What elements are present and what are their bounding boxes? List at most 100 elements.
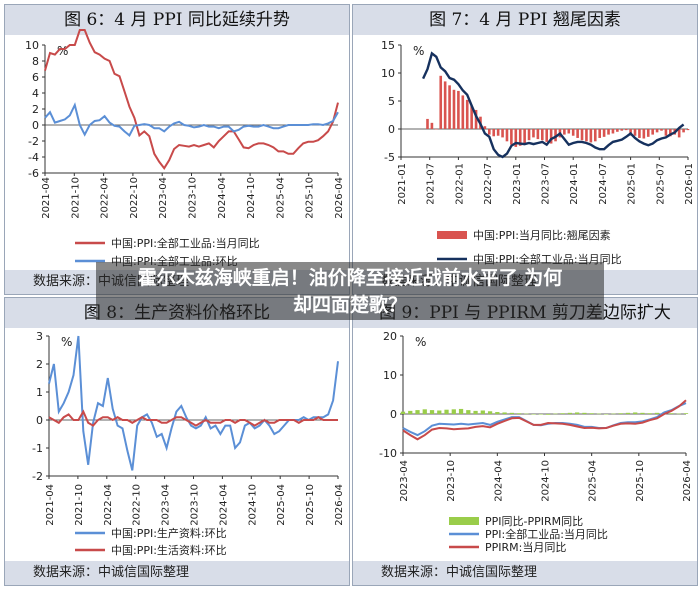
x-tick-label: 2026-04 <box>334 484 345 526</box>
legend-swatch <box>449 517 479 525</box>
bar <box>487 411 493 414</box>
bar <box>633 129 637 136</box>
x-tick-label: 2022-07 <box>483 163 494 205</box>
bar <box>585 129 588 142</box>
bar <box>470 105 473 129</box>
bar <box>546 414 551 415</box>
bar <box>567 412 573 414</box>
bar <box>567 129 571 134</box>
bar <box>518 129 522 146</box>
bar <box>435 129 438 130</box>
bar <box>437 410 442 414</box>
bar <box>575 412 580 414</box>
chart-source: 数据来源：中诚信国际整理 <box>5 561 349 585</box>
bar <box>549 129 553 144</box>
chart-title: 图 7：4 月 PPI 翘尾因素 <box>353 5 697 35</box>
x-tick-label: 2022-04 <box>100 177 111 219</box>
bar <box>422 409 427 414</box>
bar <box>496 129 500 136</box>
x-tick-label: 2023-04 <box>158 177 169 219</box>
bar <box>501 129 504 138</box>
x-tick-label: 2024-10 <box>247 484 258 526</box>
bar <box>408 410 413 414</box>
bar <box>538 414 543 415</box>
bar <box>580 129 584 141</box>
legend-label: PPI:全部工业品:当月同比 <box>485 527 608 541</box>
y-tick-label: 3 <box>36 330 43 343</box>
series-line <box>48 409 338 427</box>
bar <box>492 129 496 137</box>
bar <box>624 129 628 131</box>
x-tick-label: 2022-10 <box>132 484 143 526</box>
bar <box>527 129 531 141</box>
bar <box>640 412 645 414</box>
unit-label: % <box>61 335 72 349</box>
x-tick-label: 2023-10 <box>446 460 457 502</box>
legend-label: PPIRM:当月同比 <box>485 540 566 554</box>
bar <box>531 414 536 415</box>
bar <box>473 410 478 414</box>
unit-label: % <box>413 44 424 58</box>
legend-label: 中国:PPI:全部工业品:当月同比 <box>111 236 260 250</box>
y-tick-label: 0 <box>32 119 39 132</box>
bar <box>625 412 631 414</box>
legend-swatch <box>437 231 467 239</box>
legend-label: 中国:PPI:当月同比:翘尾因素 <box>473 228 611 242</box>
x-tick-label: 2025-04 <box>276 484 287 526</box>
bar <box>669 413 674 414</box>
x-tick-label: 2021-04 <box>41 177 52 219</box>
y-tick-label: 10 <box>25 39 39 52</box>
x-tick-label: 2022-01 <box>454 163 465 205</box>
bar <box>545 129 549 142</box>
x-tick-label: 2021-10 <box>70 177 81 219</box>
x-tick-label: 2024-04 <box>218 484 229 526</box>
bar <box>458 408 464 414</box>
series-line <box>402 399 687 441</box>
series-line <box>44 102 339 137</box>
y-tick-label: 1 <box>36 386 43 399</box>
bar <box>576 129 579 138</box>
bar <box>448 85 451 129</box>
y-tick-label: 0 <box>390 408 397 421</box>
x-tick-label: 2025-04 <box>275 177 286 219</box>
chart-panel-ppi-carryover: 图 7：4 月 PPI 翘尾因素 -5 0 5 10 15% 2021-01 2021-07… <box>352 4 698 295</box>
x-tick-label: 2023-10 <box>190 484 201 526</box>
y-tick-label: 0 <box>388 123 395 136</box>
bar <box>516 413 522 414</box>
y-tick-label: 8 <box>32 55 39 68</box>
x-tick-label: 2025-10 <box>305 484 316 526</box>
y-tick-label: -5 <box>384 151 395 164</box>
bar <box>443 81 447 129</box>
bar <box>430 122 434 129</box>
series-line <box>44 29 339 170</box>
chart-panel-ppi-yoy: 图 6：4 月 PPI 同比延续升势 -6 -4 -2 0 2 4 6 8 10% 2021-04… <box>4 4 350 295</box>
headline-overlay[interactable]: 霍尔木兹海峡重启！油价降至接近战前水平了 为何 却四面楚歌？ <box>96 262 604 320</box>
bar <box>514 129 518 147</box>
bar <box>593 129 597 142</box>
chart-ppi-carryover: -5 0 5 10 15 % 2021-01 2021-07 2022-01 2022-07 202… <box>381 39 695 266</box>
x-tick-label: 2025-10 <box>305 177 316 219</box>
bar <box>582 412 587 414</box>
bar <box>510 129 513 145</box>
y-tick-label: 10 <box>383 369 397 382</box>
bar <box>683 413 689 414</box>
chart-title: 图 6：4 月 PPI 同比延续升势 <box>5 5 349 35</box>
legend-label: 中国:PPI:生活资料:环比 <box>111 543 227 557</box>
x-tick-label: 2021-07 <box>426 163 437 205</box>
x-tick-label: 2023-01 <box>512 163 523 205</box>
bar <box>439 75 443 129</box>
bar <box>429 410 435 414</box>
x-tick-label: 2026-01 <box>684 163 695 205</box>
bar <box>560 413 565 414</box>
bar <box>611 129 615 134</box>
bar <box>629 129 632 134</box>
series-line <box>48 335 339 471</box>
bar <box>676 413 681 415</box>
x-tick-label: 2023-04 <box>161 484 172 526</box>
bar <box>651 129 654 135</box>
bar <box>488 129 491 135</box>
bar <box>426 118 429 129</box>
x-tick-label: 2024-10 <box>541 460 552 502</box>
x-tick-label: 2025-10 <box>635 460 646 502</box>
bar <box>602 129 606 137</box>
